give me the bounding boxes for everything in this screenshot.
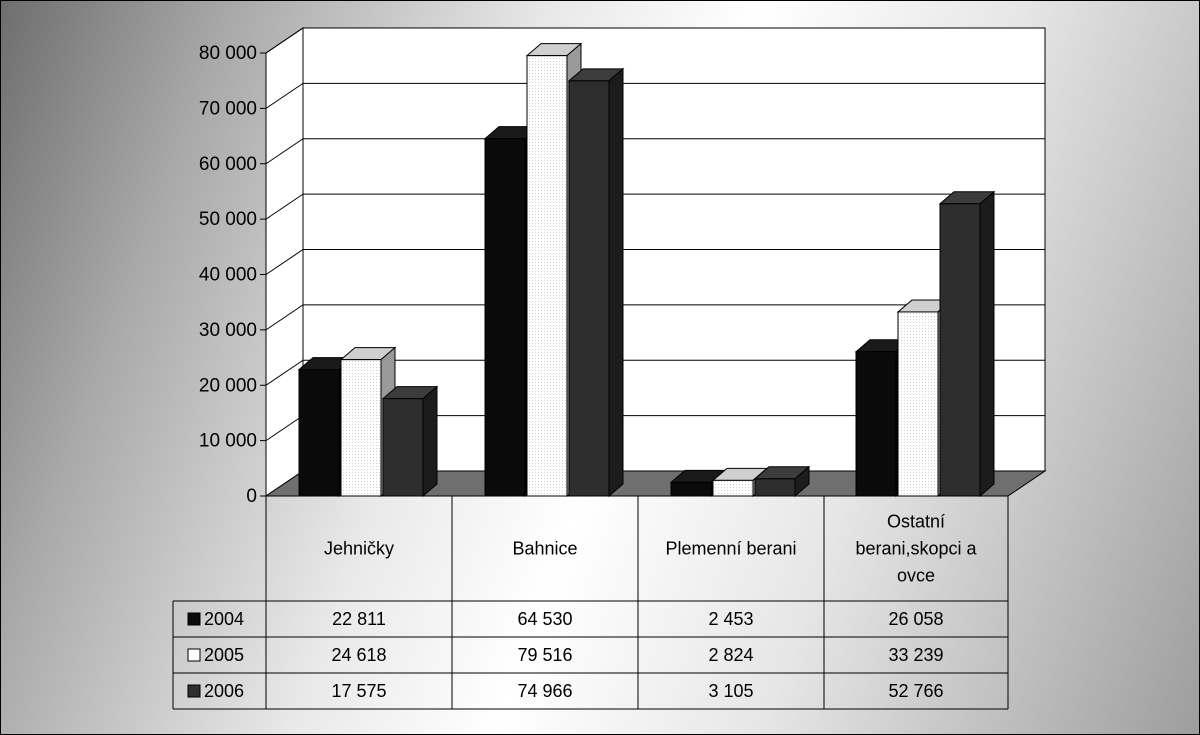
legend-swatch — [188, 649, 200, 661]
bar — [341, 360, 381, 496]
bar — [856, 352, 896, 496]
category-label: berani,skopci a — [855, 539, 977, 559]
bar — [527, 56, 567, 496]
data-label: 64 530 — [517, 609, 572, 629]
bar — [898, 312, 938, 496]
bar — [299, 370, 339, 496]
data-table: Jehničky Bahnice Plemenní berani Ostatní ber… — [173, 496, 1008, 709]
data-label: 17 575 — [331, 681, 386, 701]
y-tick-label: 30 000 — [199, 320, 257, 341]
data-label: 3 105 — [708, 681, 753, 701]
series-name: 2006 — [204, 681, 244, 701]
data-label: 79 516 — [517, 645, 572, 665]
y-tick-label: 10 000 — [199, 431, 257, 452]
legend-swatch — [188, 685, 200, 697]
y-tick-label: 60 000 — [199, 154, 257, 175]
data-label: 52 766 — [888, 681, 943, 701]
series-name: 2005 — [204, 645, 244, 665]
data-label: 74 966 — [517, 681, 572, 701]
category-label: ovce — [897, 566, 935, 586]
bar — [671, 482, 711, 496]
y-axis: 0 10 000 20 000 30 000 40 000 50 000 60 000 70 … — [199, 43, 266, 507]
series-name: 2004 — [204, 609, 244, 629]
bar — [569, 81, 609, 496]
data-label: 24 618 — [331, 645, 386, 665]
y-tick-label: 50 000 — [199, 209, 257, 230]
category-label: Ostatní — [887, 512, 945, 532]
data-label: 26 058 — [888, 609, 943, 629]
bar — [383, 399, 423, 496]
bar-side — [609, 69, 623, 496]
y-tick-label: 20 000 — [199, 375, 257, 396]
y-tick-label: 70 000 — [199, 98, 257, 119]
data-label: 33 239 — [888, 645, 943, 665]
data-label: 2 824 — [708, 645, 753, 665]
data-label: 22 811 — [332, 609, 386, 629]
bar-side — [423, 387, 437, 496]
bar — [755, 479, 795, 496]
bar-side — [980, 192, 994, 496]
y-tick-label: 40 000 — [199, 265, 257, 286]
legend-swatch — [188, 613, 200, 625]
bar — [713, 480, 753, 496]
category-label: Jehničky — [324, 539, 394, 559]
y-tick-label: 80 000 — [199, 43, 257, 64]
category-label: Plemenní berani — [665, 539, 796, 559]
data-label: 2 453 — [708, 609, 753, 629]
category-label: Bahnice — [512, 539, 577, 559]
y-tick-label: 0 — [246, 486, 257, 507]
bar — [940, 204, 980, 496]
bar — [485, 139, 525, 496]
